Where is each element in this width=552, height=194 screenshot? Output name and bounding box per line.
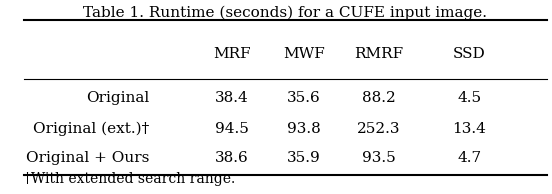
Text: 88.2: 88.2 [362,91,396,105]
Text: 38.6: 38.6 [215,151,249,165]
Text: 93.8: 93.8 [287,122,321,136]
Text: Original: Original [86,91,149,105]
Text: Table 1. Runtime (seconds) for a CUFE input image.: Table 1. Runtime (seconds) for a CUFE in… [83,6,487,20]
Text: 93.5: 93.5 [362,151,396,165]
Text: 35.9: 35.9 [287,151,321,165]
Text: 252.3: 252.3 [357,122,400,136]
Text: 13.4: 13.4 [453,122,486,136]
Text: 4.7: 4.7 [457,151,481,165]
Text: †With extended search range.: †With extended search range. [24,172,235,186]
Text: 35.6: 35.6 [287,91,321,105]
Text: MWF: MWF [283,47,325,61]
Text: 94.5: 94.5 [215,122,249,136]
Text: MRF: MRF [213,47,251,61]
Text: RMRF: RMRF [354,47,403,61]
Text: 38.4: 38.4 [215,91,249,105]
Text: Original + Ours: Original + Ours [26,151,149,165]
Text: Original (ext.)†: Original (ext.)† [33,122,149,136]
Text: 4.5: 4.5 [457,91,481,105]
Text: SSD: SSD [453,47,486,61]
